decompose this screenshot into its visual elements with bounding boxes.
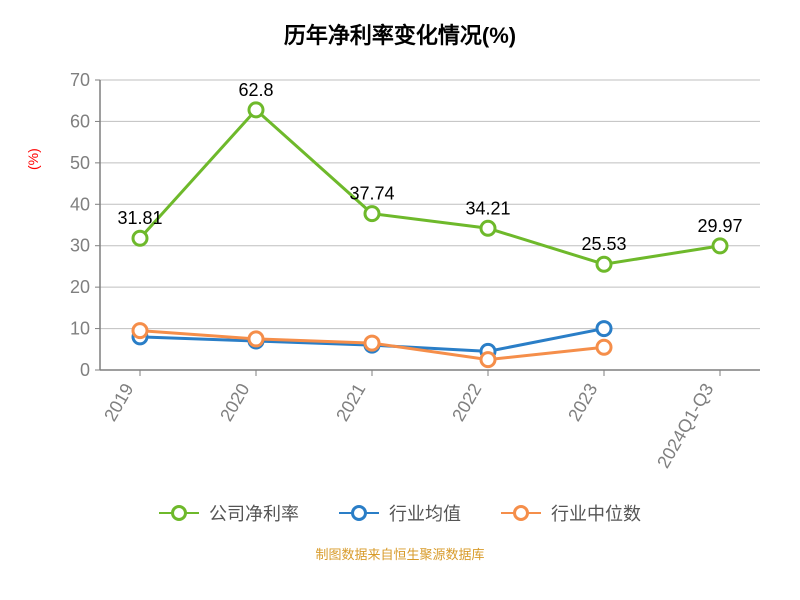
ytick-label: 40 [70,194,90,214]
ytick-label: 60 [70,111,90,131]
legend-label: 行业中位数 [551,500,641,526]
xtick-label: 2022 [448,380,485,425]
series-marker [133,324,147,338]
ytick-label: 70 [70,70,90,90]
legend: 公司净利率 行业均值 行业中位数 [0,500,800,526]
series-line [140,110,720,264]
series-marker [481,221,495,235]
series-marker [249,103,263,117]
legend-label: 公司净利率 [209,500,299,526]
legend-swatch [501,503,541,523]
xtick-label: 2023 [564,380,601,425]
source-note: 制图数据来自恒生聚源数据库 [0,544,800,563]
legend-item: 公司净利率 [159,500,299,526]
legend-item: 行业均值 [339,500,461,526]
ytick-label: 50 [70,153,90,173]
series-marker [481,353,495,367]
data-label: 31.81 [117,208,162,228]
series-marker [133,231,147,245]
chart-area: (%) 0 10 20 30 40 50 60 70 2019 2020 2021 2022 2023 2… [0,50,800,470]
xtick-label: 2020 [216,380,253,425]
series-marker [597,322,611,336]
y-axis-label: (%) [25,148,41,170]
chart-title: 历年净利率变化情况(%) [0,0,800,50]
ytick-label: 10 [70,319,90,339]
series-marker [365,207,379,221]
ytick-label: 0 [80,360,90,380]
xtick-label: 2019 [100,380,137,425]
data-label: 25.53 [581,234,626,254]
legend-label: 行业均值 [389,500,461,526]
data-label: 62.8 [238,80,273,100]
xtick-label: 2021 [332,380,369,425]
legend-swatch [159,503,199,523]
data-label: 34.21 [465,198,510,218]
series-marker [365,336,379,350]
xtick-label: 2024Q1-Q3 [653,380,717,470]
series-marker [713,239,727,253]
data-label: 29.97 [697,216,742,236]
data-label: 37.74 [349,184,394,204]
ytick-label: 20 [70,277,90,297]
ytick-label: 30 [70,236,90,256]
series-marker [597,340,611,354]
legend-swatch [339,503,379,523]
chart-svg: 0 10 20 30 40 50 60 70 2019 2020 2021 2022 2023 2024Q… [0,50,800,470]
series-marker [597,257,611,271]
legend-item: 行业中位数 [501,500,641,526]
series-marker [249,332,263,346]
